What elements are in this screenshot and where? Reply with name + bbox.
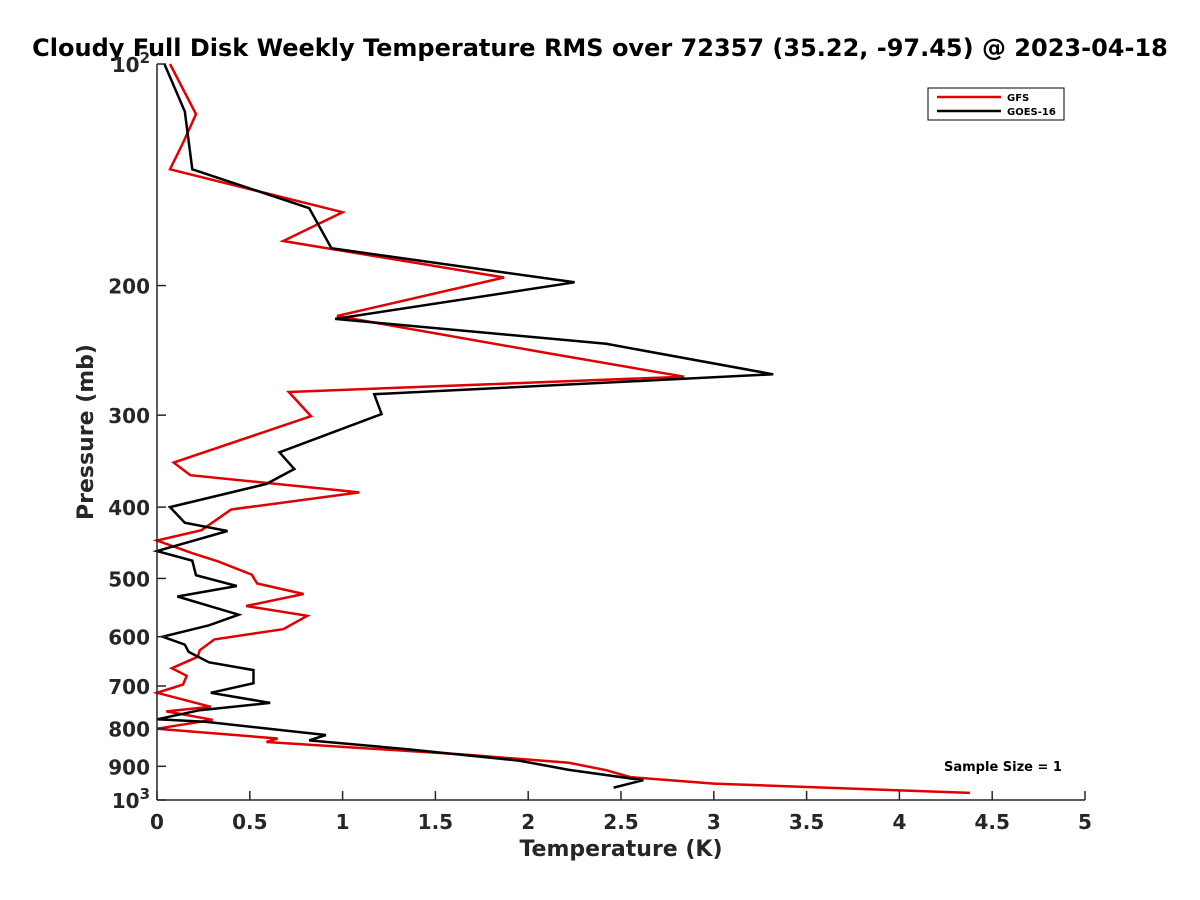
x-tick-label: 5 xyxy=(1078,810,1092,834)
y-axis-label: Pressure (mb) xyxy=(74,344,99,520)
y-tick-label: 600 xyxy=(108,626,150,650)
chart-title: Cloudy Full Disk Weekly Temperature RMS … xyxy=(32,34,1168,62)
legend-label-gfs: GFS xyxy=(1007,93,1029,104)
y-tick-label: 900 xyxy=(108,755,150,779)
x-tick-label: 0 xyxy=(150,810,164,834)
x-axis-ticks: 0 0.5 1 1.5 2 2.5 3 3.5 4 4.5 5 xyxy=(150,791,1092,834)
y-tick-label: 200 xyxy=(108,275,150,299)
legend-box xyxy=(927,87,1065,121)
gfs-series-line xyxy=(152,63,970,795)
x-tick-label: 2 xyxy=(521,810,535,834)
x-tick-label: 4 xyxy=(892,810,906,834)
y-tick-label: 400 xyxy=(108,496,150,520)
goes-16-series-line xyxy=(152,63,774,789)
x-tick-label: 3 xyxy=(707,810,721,834)
legend-label-goes-16: GOES-16 xyxy=(1007,107,1056,118)
x-axis-label: Temperature (K) xyxy=(519,837,722,862)
x-tick-label: 0.5 xyxy=(232,810,267,834)
y-tick-label: 500 xyxy=(108,567,150,591)
x-tick-label: 3.5 xyxy=(789,810,824,834)
legend: GFS GOES-16 xyxy=(927,87,1065,121)
sample-size-annotation: Sample Size = 1 xyxy=(944,760,1062,775)
x-tick-label: 4.5 xyxy=(974,810,1009,834)
y-tick-label: 300 xyxy=(108,404,150,428)
y-tick-label: 700 xyxy=(108,675,150,699)
y-tick-label: 102 xyxy=(112,49,150,77)
y-tick-label: 103 xyxy=(112,785,150,813)
plot-area xyxy=(152,63,970,795)
y-axis-ticks: 102 200 300 400 500 600 700 800 900 103 xyxy=(108,49,166,813)
y-tick-label: 800 xyxy=(108,718,150,742)
x-tick-label: 1 xyxy=(336,810,350,834)
x-tick-label: 1.5 xyxy=(418,810,453,834)
x-tick-label: 2.5 xyxy=(603,810,638,834)
